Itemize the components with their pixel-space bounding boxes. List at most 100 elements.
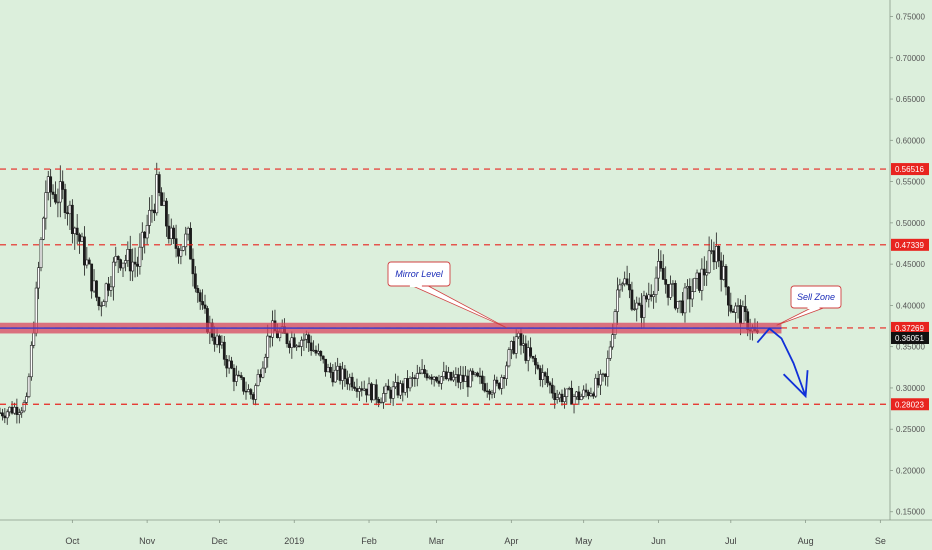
candle-body	[230, 360, 233, 369]
candle-body	[717, 246, 721, 262]
candle-body	[39, 238, 43, 268]
candle-body	[145, 225, 149, 239]
candle-body	[107, 283, 110, 291]
candle-body	[263, 356, 267, 369]
candle-body	[104, 283, 108, 303]
candle-body	[558, 393, 561, 399]
candle-body	[249, 389, 253, 395]
candle-body	[664, 279, 668, 285]
candle-body	[476, 372, 479, 377]
candle-body	[61, 181, 65, 190]
candle-body	[606, 358, 610, 377]
candle-body	[485, 390, 489, 393]
candle-body	[541, 372, 545, 380]
candle-body	[138, 246, 142, 267]
candle-body	[244, 390, 248, 393]
candle-body	[97, 296, 101, 306]
candle-body	[225, 359, 229, 369]
candle-body	[420, 369, 424, 374]
candle-body	[678, 300, 682, 302]
x-tick-label: Apr	[504, 536, 518, 546]
candle-body	[415, 373, 419, 379]
level-badge-text: 0.37269	[895, 324, 924, 333]
candle-body	[459, 374, 463, 383]
candle-body	[471, 370, 475, 375]
candle-body	[695, 272, 699, 279]
candle-body	[181, 246, 185, 251]
y-tick-label: 0.50000	[896, 219, 925, 228]
y-axis-ticks: 0.75000 0.70000 0.65000 0.60000 0.55000 0.500…	[890, 13, 925, 517]
candle-body	[673, 283, 677, 309]
candle-body	[502, 377, 506, 379]
candle-body	[493, 379, 496, 394]
candle-body	[642, 295, 646, 318]
callout-label: Sell Zone	[797, 292, 835, 302]
candle-body	[418, 372, 422, 375]
candle-body	[435, 376, 438, 382]
candle-body	[114, 256, 118, 263]
candle-body	[109, 286, 113, 291]
candle-body	[1, 412, 4, 417]
candle-body	[379, 401, 383, 404]
candle-body	[710, 250, 713, 252]
candle-body	[739, 305, 742, 325]
candle-body	[152, 209, 156, 214]
x-tick-label: Mar	[429, 536, 445, 546]
callout-joint	[807, 307, 820, 309]
candle-body	[374, 384, 378, 400]
candle-body	[365, 388, 369, 396]
candle-body	[295, 345, 299, 348]
callout-pointer	[776, 307, 824, 326]
candle-body	[131, 261, 135, 272]
candle-body	[430, 376, 434, 380]
candle-body	[242, 377, 246, 392]
candle-body	[186, 227, 190, 235]
candle-body	[384, 385, 388, 394]
candle-body	[727, 286, 730, 306]
candle-body	[307, 334, 311, 344]
level-badge-text: 0.56516	[895, 165, 924, 174]
candle-body	[688, 286, 692, 300]
candle-body	[423, 369, 426, 374]
y-tick-label: 0.25000	[896, 425, 925, 434]
candle-body	[466, 375, 470, 388]
candle-body	[649, 294, 653, 297]
candle-body	[444, 371, 448, 380]
candle-body	[620, 283, 624, 286]
candle-body	[321, 355, 325, 360]
candle-body	[582, 389, 586, 397]
candle-body	[66, 212, 69, 215]
candle-body	[357, 388, 361, 392]
candle-body	[391, 386, 395, 399]
x-axis-ticks: Oct Nov Dec 2019 Feb Mar Apr May Jun Jul Aug Se	[65, 520, 886, 546]
candle-body	[743, 306, 747, 312]
candle-body	[560, 393, 564, 402]
candle-body	[579, 396, 583, 401]
y-tick-label: 0.20000	[896, 466, 925, 475]
candle-body	[616, 289, 619, 312]
candle-body	[46, 176, 50, 193]
x-tick-label: Nov	[139, 536, 156, 546]
candle-body	[734, 305, 738, 313]
candle-body	[251, 394, 255, 400]
candle-body	[683, 287, 687, 314]
candle-body	[377, 398, 381, 403]
candle-body	[565, 388, 569, 397]
candle-body	[666, 284, 670, 298]
candle-body	[266, 335, 270, 358]
candle-body	[353, 386, 356, 389]
candle-body	[8, 406, 12, 413]
candle-body	[116, 256, 120, 260]
candle-body	[536, 364, 540, 369]
candle-body	[570, 387, 574, 405]
candle-body	[618, 284, 622, 291]
candle-body	[411, 377, 414, 379]
candle-body	[259, 374, 262, 378]
candle-body	[736, 305, 740, 307]
candle-body	[75, 227, 79, 236]
candle-body	[676, 301, 680, 309]
candle-body	[550, 384, 554, 394]
candle-body	[439, 376, 443, 384]
candle-body	[729, 304, 733, 312]
candle-body	[449, 372, 453, 381]
